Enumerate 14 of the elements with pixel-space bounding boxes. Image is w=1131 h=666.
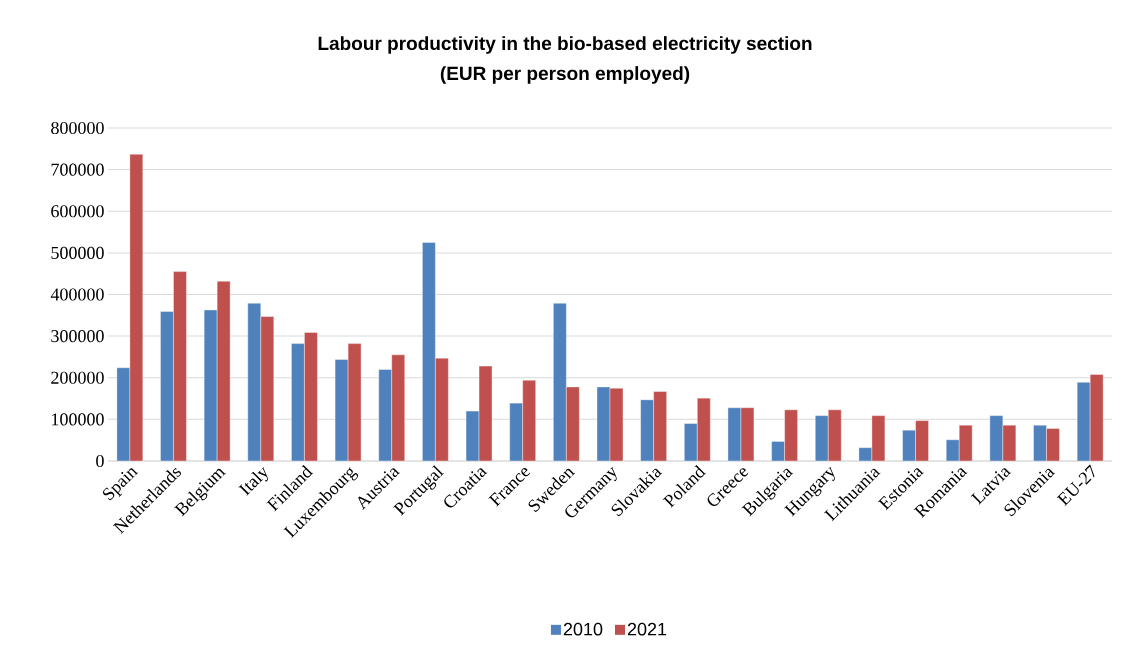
legend-label: 2021 (627, 622, 667, 636)
chart-subtitle: (EUR per person employed) (440, 66, 690, 84)
y-tick-label: 600000 (51, 205, 104, 218)
y-tick-label: 0 (96, 454, 104, 468)
y-tick-label: 100000 (52, 413, 104, 426)
x-tick-label: Italy (238, 467, 268, 496)
y-tick-label: 700000 (51, 163, 104, 176)
y-tick-label: 500000 (51, 246, 104, 259)
chart-title: Labour productivity in the bio-based electricity section (318, 36, 812, 54)
y-tick-label: 300000 (51, 330, 104, 343)
y-tick-label: 800000 (51, 121, 104, 135)
legend-label: 2010 (563, 622, 603, 636)
y-tick-label: 200000 (51, 371, 104, 384)
y-tick-label: 400000 (50, 288, 104, 301)
